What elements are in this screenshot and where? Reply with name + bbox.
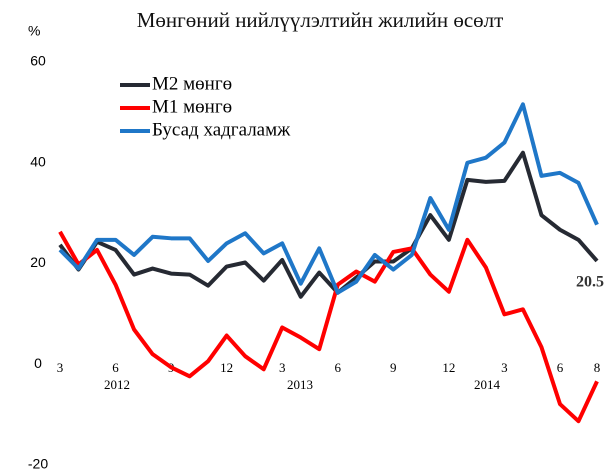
series-line bbox=[58, 230, 599, 424]
year-label: 2014 bbox=[474, 377, 501, 392]
year-label: 2012 bbox=[104, 377, 130, 392]
y-tick-label: 60 bbox=[30, 53, 46, 69]
x-tick-label: 3 bbox=[57, 360, 64, 375]
y-unit: % bbox=[28, 23, 40, 39]
x-tick-label: 3 bbox=[279, 360, 286, 375]
y-tick-label: 40 bbox=[30, 153, 46, 169]
y-tick-label: -20 bbox=[28, 456, 48, 472]
y-tick-label: 20 bbox=[30, 254, 46, 270]
x-tick-label: 8 bbox=[594, 360, 601, 375]
series-line bbox=[58, 102, 599, 295]
year-label: 2013 bbox=[287, 377, 313, 392]
x-tick-label: 6 bbox=[335, 360, 342, 375]
legend-label: Бусад хадгаламж bbox=[152, 119, 291, 140]
y-tick-label: 0 bbox=[34, 355, 42, 371]
x-tick-label: 9 bbox=[390, 360, 397, 375]
legend-label: М1 мөнгө bbox=[152, 96, 232, 117]
x-tick-label: 12 bbox=[220, 360, 233, 375]
x-tick-label: 3 bbox=[501, 360, 508, 375]
chart-title: Мөнгөний нийлүүлэлтийн жилийн өсөлт bbox=[136, 8, 504, 32]
data-label: 20.5 bbox=[576, 274, 604, 291]
x-tick-label: 12 bbox=[442, 360, 455, 375]
series-line bbox=[58, 150, 599, 299]
x-tick-label: 6 bbox=[557, 360, 564, 375]
x-tick-label: 6 bbox=[112, 360, 119, 375]
legend-label: М2 мөнгө bbox=[152, 73, 232, 94]
